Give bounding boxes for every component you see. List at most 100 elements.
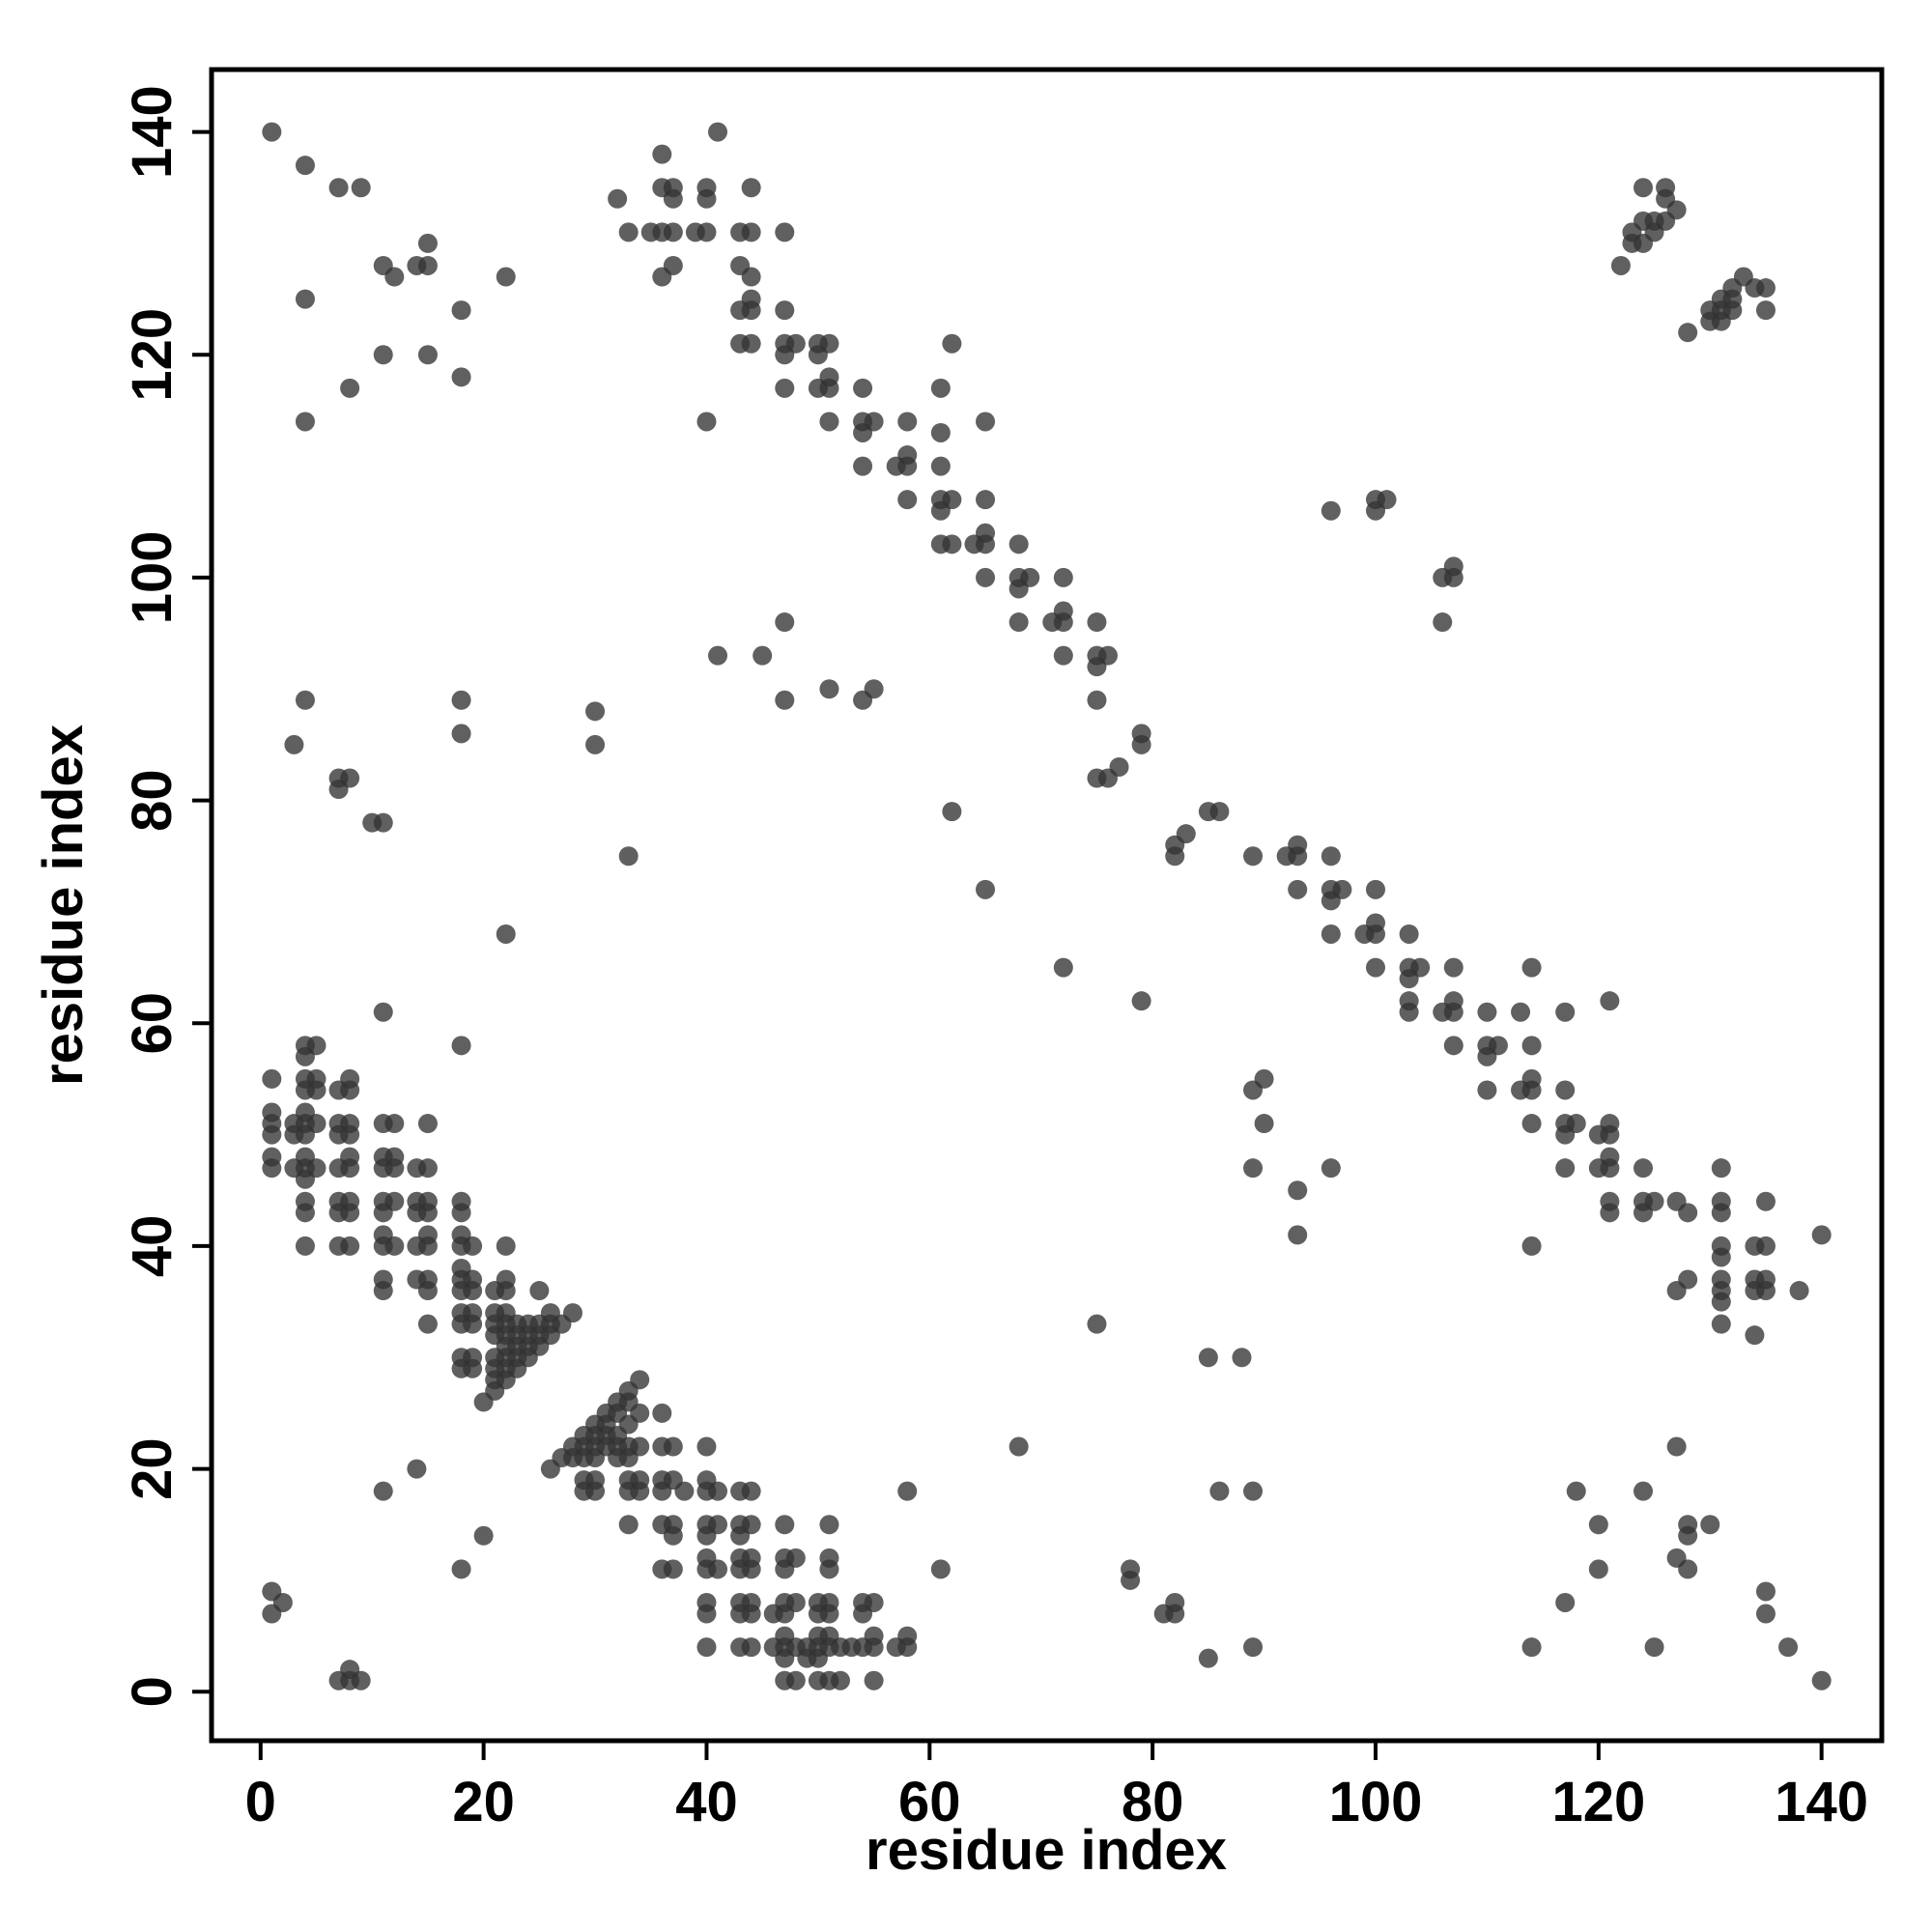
point [708, 645, 728, 666]
point [864, 1670, 884, 1690]
point [451, 1036, 471, 1056]
point [1778, 1637, 1799, 1658]
point [775, 1515, 795, 1535]
point [496, 923, 516, 944]
point [417, 255, 438, 275]
point [976, 879, 996, 899]
point [1644, 1637, 1664, 1658]
point [753, 645, 773, 666]
point [1600, 1203, 1620, 1223]
point [1254, 1068, 1274, 1089]
point [1053, 601, 1073, 621]
point [775, 222, 795, 242]
point [652, 1403, 672, 1423]
point [1321, 500, 1341, 521]
point [1755, 1236, 1776, 1256]
point [1588, 1515, 1608, 1535]
point [897, 412, 918, 432]
point [1700, 1515, 1720, 1535]
point [384, 1158, 405, 1179]
point [373, 1281, 393, 1301]
y-tick-label: 0 [121, 1676, 184, 1707]
point [1634, 1158, 1653, 1179]
point [1209, 802, 1230, 822]
point [1288, 1225, 1308, 1245]
point [1009, 534, 1029, 554]
point [295, 412, 315, 432]
point [663, 1525, 683, 1546]
point [306, 1080, 327, 1100]
point [674, 1481, 695, 1501]
point [618, 846, 639, 867]
point [1477, 1046, 1497, 1066]
point [1243, 1481, 1264, 1501]
point [417, 233, 438, 253]
point [417, 1236, 438, 1256]
point [1198, 1648, 1218, 1668]
point [1610, 255, 1631, 275]
point [1399, 1002, 1419, 1022]
point [708, 1559, 728, 1579]
point [340, 1236, 360, 1256]
point [976, 523, 996, 543]
point [295, 1203, 315, 1223]
point [351, 1670, 371, 1690]
point [1755, 1581, 1776, 1602]
point [1254, 1114, 1274, 1134]
point [373, 812, 393, 833]
point [853, 422, 873, 442]
point [1009, 1436, 1029, 1457]
point [1521, 957, 1542, 978]
point [1555, 1080, 1576, 1100]
point [1321, 923, 1341, 944]
point [1365, 879, 1385, 899]
point [328, 780, 349, 800]
point [819, 679, 839, 699]
point [864, 1592, 884, 1612]
point [1165, 1604, 1185, 1624]
point [1755, 1191, 1776, 1211]
point [463, 1236, 483, 1256]
point [1521, 1637, 1542, 1658]
point [351, 178, 371, 198]
point [741, 1559, 761, 1579]
point [384, 1236, 405, 1256]
point [696, 412, 717, 432]
point [1811, 1670, 1832, 1690]
point [741, 222, 761, 242]
point [1321, 1158, 1341, 1179]
point [1443, 957, 1463, 978]
point [897, 1637, 918, 1658]
point [1588, 1559, 1608, 1579]
point [741, 300, 761, 321]
point [1165, 846, 1185, 867]
point [942, 534, 962, 554]
point [407, 1459, 427, 1479]
point [417, 345, 438, 365]
point [1288, 1180, 1308, 1201]
point [775, 345, 795, 365]
point [663, 255, 683, 275]
point [1288, 846, 1308, 867]
point [1711, 1203, 1731, 1223]
point [1555, 1158, 1576, 1179]
point [451, 1559, 471, 1579]
point [1053, 567, 1073, 587]
point [1198, 1348, 1218, 1368]
point [1243, 1158, 1264, 1179]
point [463, 1314, 483, 1334]
point [608, 188, 628, 209]
point [1443, 991, 1463, 1011]
point [1555, 1592, 1576, 1612]
point [1600, 991, 1620, 1011]
point [417, 1114, 438, 1134]
point [1511, 1002, 1531, 1022]
point [930, 456, 951, 476]
point [930, 378, 951, 398]
point [340, 378, 360, 398]
point [585, 734, 606, 754]
point [585, 701, 606, 722]
point [384, 267, 405, 287]
